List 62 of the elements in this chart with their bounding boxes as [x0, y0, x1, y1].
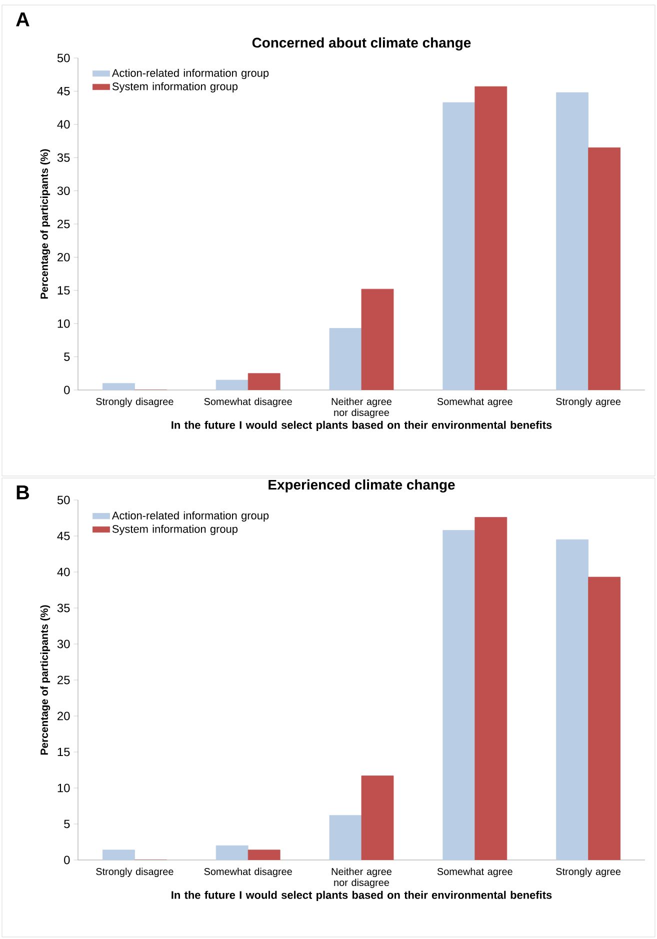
bar — [588, 147, 620, 390]
bar — [216, 380, 248, 390]
y-tick-label: 25 — [58, 220, 70, 228]
legend-label: Action-related information group — [112, 68, 269, 80]
y-tick-label: 0 — [64, 856, 70, 864]
y-tick-label: 40 — [57, 120, 70, 129]
y-tick-label: 0 — [64, 386, 70, 394]
y-axis-title: Percentage of participants (%) — [40, 605, 50, 755]
x-tick-label: Somewhat agree — [437, 398, 512, 408]
x-tick-label: Strongly disagree — [96, 868, 174, 878]
y-tick-label: 50 — [57, 496, 70, 504]
y-tick-label: 40 — [57, 568, 70, 576]
y-tick-label: 30 — [57, 186, 70, 196]
x-tick-label: Strongly agree — [556, 868, 621, 878]
y-tick-label: 45 — [57, 532, 70, 540]
legend-label: System information group — [112, 82, 238, 92]
x-tick-label: Somewhat agree — [437, 868, 512, 878]
bar — [248, 373, 280, 390]
y-tick-label: 50 — [57, 54, 70, 62]
y-tick-label: 15 — [58, 286, 70, 295]
bar — [102, 383, 135, 390]
bar — [248, 850, 280, 860]
x-tick-label: Neither agree nor disagree — [332, 398, 392, 418]
y-tick-label: 20 — [58, 712, 70, 720]
x-tick-label: Somewhat disagree — [204, 398, 292, 408]
x-axis-title: In the future I would select plants based on their environmental benefits — [172, 890, 552, 902]
text: A — [16, 12, 30, 26]
bar — [474, 517, 508, 860]
bar — [442, 530, 476, 860]
y-tick-label: 35 — [57, 604, 70, 612]
chart-title: Experienced climate change — [268, 479, 455, 492]
x-tick-label: Somewhat disagree — [204, 868, 292, 878]
y-tick-label: 5 — [64, 820, 70, 828]
bar — [442, 102, 476, 390]
y-tick-label: 5 — [64, 352, 70, 361]
y-tick-label: 10 — [58, 319, 70, 328]
bar — [102, 850, 135, 860]
bar — [474, 86, 508, 390]
text: B — [16, 486, 30, 500]
x-tick-label: Strongly disagree — [96, 398, 174, 408]
legend-label: Action-related information group — [112, 511, 269, 522]
bar — [556, 539, 588, 860]
y-axis-title: Percentage of participants (%) — [40, 149, 50, 299]
x-axis-title: In the future I would select plants based on their environmental benefits — [172, 420, 552, 432]
y-tick-label: 35 — [57, 153, 70, 162]
bar — [556, 92, 588, 390]
x-tick-label: Strongly agree — [556, 398, 621, 408]
bar — [361, 776, 394, 860]
y-tick-label: 10 — [58, 784, 70, 792]
bar — [588, 576, 620, 860]
x-tick-label: Neither agree nor disagree — [332, 868, 392, 888]
y-tick-label: 20 — [58, 252, 70, 262]
y-tick-label: 45 — [57, 87, 70, 96]
chart-title: Concerned about climate change — [252, 37, 471, 50]
y-tick-label: 15 — [58, 748, 70, 756]
y-tick-label: 30 — [57, 640, 70, 648]
legend-label: System information group — [112, 524, 238, 536]
bar — [329, 815, 362, 860]
bar — [216, 845, 248, 860]
bar — [361, 288, 394, 390]
bar — [329, 328, 362, 390]
y-tick-label: 25 — [58, 676, 70, 684]
